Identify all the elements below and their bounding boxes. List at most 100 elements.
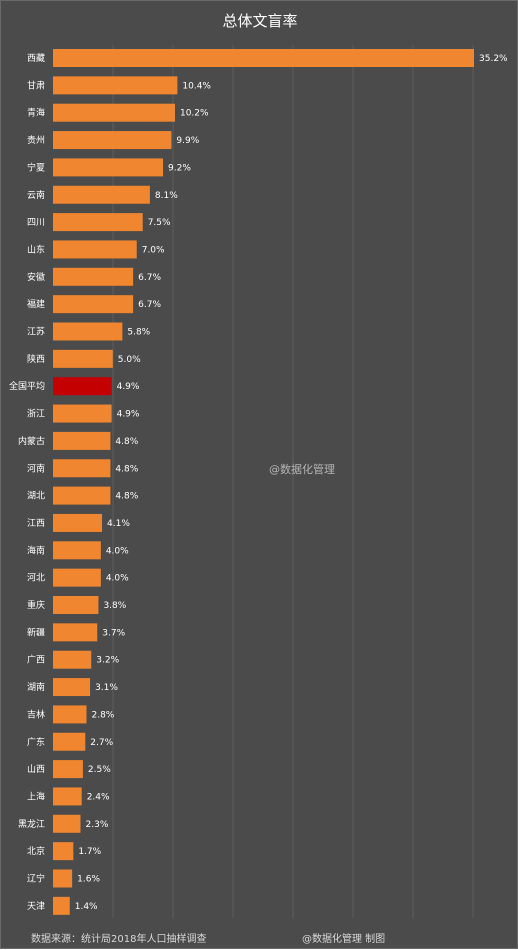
data-label: 4.9% [117,410,140,420]
category-label: 黑龙江 [18,818,45,830]
category-label: 重庆 [27,599,45,611]
data-label: 3.2% [96,656,119,666]
category-label: 广西 [27,654,45,666]
bar [53,185,150,204]
bar [53,623,98,642]
watermark: @数据化管理 [269,463,335,476]
category-label: 浙江 [27,408,45,420]
bar [53,596,99,614]
category-label: 贵州 [27,134,45,146]
data-label: 5.8% [127,328,150,338]
data-label: 4.1% [107,519,130,529]
data-label: 5.0% [118,355,141,365]
data-label: 9.2% [168,163,191,173]
bar [53,295,134,314]
category-label: 青海 [27,107,45,119]
category-label: 吉林 [27,708,45,720]
data-label: 3.1% [95,683,118,693]
category-label: 河南 [27,462,45,474]
bar [53,49,474,67]
data-label: 35.2% [479,54,508,64]
bar [53,267,134,286]
data-label: 6.7% [138,273,161,283]
bar [53,568,101,587]
category-label: 海南 [27,544,45,556]
data-label: 1.7% [78,847,101,857]
data-label: 10.2% [180,109,209,119]
category-label: 天津 [27,901,45,912]
data-label: 4.8% [115,492,138,502]
footer-source: 数据来源：统计局2018年人口抽样调查 [31,934,207,945]
bar [53,431,111,450]
data-label: 9.9% [176,136,199,146]
category-label: 广东 [27,736,45,748]
bar [53,678,91,697]
bar [53,513,103,532]
bar [53,896,70,915]
data-label: 4.9% [117,382,140,392]
category-label: 安徽 [27,271,45,283]
data-label: 2.8% [91,710,114,720]
bar [53,349,113,368]
category-label: 上海 [27,790,45,802]
data-label: 4.8% [115,464,138,474]
bar [53,869,73,888]
data-label: 7.5% [148,218,171,228]
bar [53,650,92,669]
category-label: 山东 [27,243,45,255]
category-label: 北京 [27,845,45,857]
bar [53,814,81,833]
category-label: 江苏 [27,326,45,338]
data-label: 1.4% [75,902,98,912]
category-label: 辽宁 [27,873,45,885]
category-label: 内蒙古 [18,435,45,447]
data-label: 2.3% [86,820,109,830]
bar [53,240,137,259]
category-label: 宁夏 [27,161,45,173]
bar [53,705,87,724]
category-label: 山西 [27,764,45,775]
data-label: 2.7% [90,738,113,748]
category-label: 甘肃 [27,79,45,91]
data-label: 7.0% [142,245,165,255]
category-label: 全国平均 [9,380,45,392]
footer-credit: @数据化管理 制图 [302,934,386,945]
bar [53,213,143,232]
bar [53,158,164,177]
bar [53,842,74,861]
category-label: 福建 [27,298,45,310]
category-label: 陕西 [27,353,45,365]
data-label: 2.5% [88,765,111,775]
category-label: 江西 [27,518,45,529]
bar [53,322,123,341]
data-label: 1.6% [77,875,100,885]
data-label: 3.8% [103,601,126,611]
bar [53,103,175,122]
bar [53,131,172,150]
bar [53,76,178,95]
data-label: 4.8% [115,437,138,447]
bar [53,377,112,396]
footer: 数据来源：统计局2018年人口抽样调查 @数据化管理 制图 [1,930,518,946]
category-label: 西藏 [27,52,45,64]
data-label: 8.1% [155,191,178,201]
data-label: 10.4% [182,81,211,91]
category-label: 四川 [27,218,45,228]
bar [53,787,82,806]
category-label: 湖北 [27,491,45,502]
bar [53,760,83,779]
data-label: 2.4% [87,792,110,802]
category-label: 河北 [27,572,45,584]
data-label: 3.7% [102,628,125,638]
bar [53,459,111,478]
data-label: 4.0% [106,574,129,584]
category-label: 湖南 [27,681,45,693]
bar [53,541,101,560]
bar [53,486,111,505]
bar [53,404,112,423]
data-label: 6.7% [138,300,161,310]
chart-title: 总体文盲率 [222,12,298,30]
bar [53,732,86,751]
